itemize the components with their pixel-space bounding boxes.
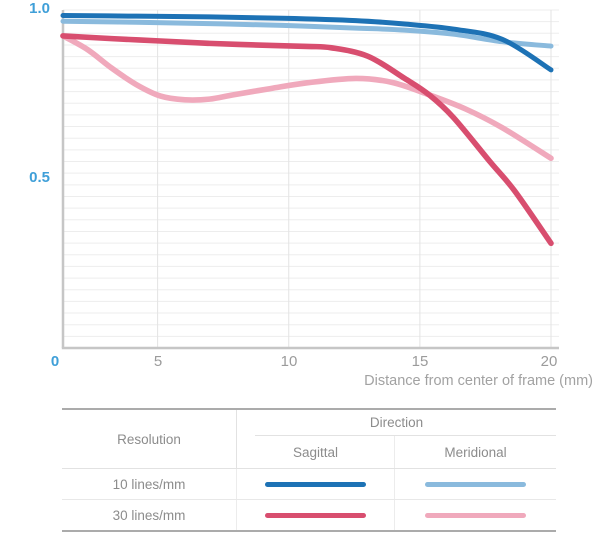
- legend-header-direction-block: Direction Sagittal Meridional: [237, 410, 556, 468]
- legend-resolution-30-label: 30 lines/mm: [62, 500, 237, 530]
- legend-header-meridional: Meridional: [395, 436, 556, 468]
- legend-row-10-lines: 10 lines/mm: [62, 469, 556, 499]
- series-line-10-lines-mm-meridional: [60, 18, 554, 49]
- legend-table: Resolution Direction Sagittal Meridional: [62, 408, 556, 532]
- legend-header-resolution-label: Resolution: [117, 431, 181, 447]
- legend-resolution-10-label: 10 lines/mm: [62, 469, 237, 499]
- legend-cell-10-sagittal: [237, 469, 395, 499]
- legend-line-30-sagittal: [265, 512, 366, 518]
- y-tick-label-0.5: 0.5: [29, 169, 50, 186]
- legend-header-direction: Direction: [237, 410, 556, 435]
- legend-row-30-lines: 30 lines/mm: [62, 499, 556, 530]
- x-tick-label-15: 15: [412, 353, 429, 370]
- horizontal-gridlines: [63, 9, 559, 337]
- series-line-30-lines-mm-meridional: [60, 33, 554, 162]
- legend-cell-10-meridional: [395, 469, 556, 499]
- legend-header-sagittal-label: Sagittal: [292, 444, 339, 460]
- mtf-curves: [60, 13, 554, 247]
- y-tick-label-1.0: 1.0: [29, 0, 50, 17]
- vertical-gridlines: [157, 10, 552, 348]
- legend-cell-30-meridional: [395, 500, 556, 530]
- legend-line-30-meridional: [425, 512, 526, 518]
- legend-subheader: Sagittal Meridional: [237, 436, 556, 468]
- legend-header-resolution: Resolution: [62, 410, 237, 468]
- legend-cell-30-sagittal: [237, 500, 395, 530]
- legend-header: Resolution Direction Sagittal Meridional: [62, 410, 556, 469]
- mtf-chart: 1.0 0.5 0 5 10 15 20 Distance from cente…: [29, 0, 593, 389]
- x-tick-label-5: 5: [154, 353, 162, 370]
- origin-tick-label: 0: [51, 353, 59, 370]
- series-line-10-lines-mm-sagittal: [60, 13, 554, 73]
- x-tick-label-20: 20: [541, 353, 558, 370]
- legend-header-direction-label: Direction: [369, 415, 424, 430]
- legend-line-10-sagittal: [265, 481, 366, 487]
- legend-header-sagittal: Sagittal: [237, 436, 395, 468]
- legend-header-meridional-label: Meridional: [444, 444, 507, 460]
- series-line-30-lines-mm-sagittal: [60, 33, 554, 247]
- legend-line-10-meridional: [425, 481, 526, 487]
- x-axis-title: Distance from center of frame (mm): [364, 373, 593, 389]
- x-tick-label-10: 10: [281, 353, 298, 370]
- direction-underline: [255, 435, 556, 436]
